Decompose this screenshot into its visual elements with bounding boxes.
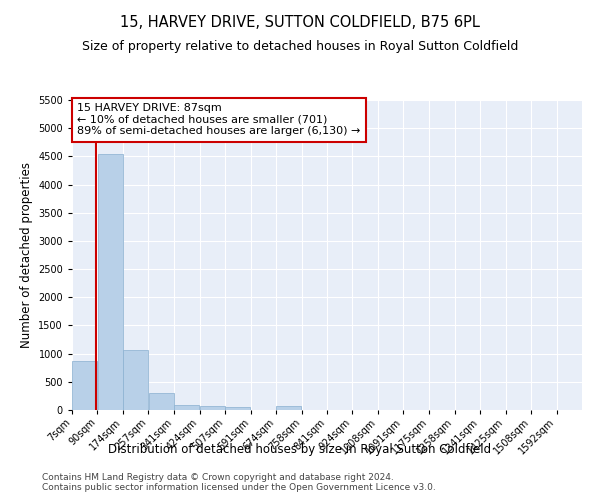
Bar [149,393,174,410]
Text: 15, HARVEY DRIVE, SUTTON COLDFIELD, B75 6PL: 15, HARVEY DRIVE, SUTTON COLDFIELD, B75 … [120,15,480,30]
Text: Contains HM Land Registry data © Crown copyright and database right 2024.: Contains HM Land Registry data © Crown c… [42,473,394,482]
Bar [225,407,250,410]
Text: Contains public sector information licensed under the Open Government Licence v3: Contains public sector information licen… [42,483,436,492]
Text: Size of property relative to detached houses in Royal Sutton Coldfield: Size of property relative to detached ho… [82,40,518,53]
Text: Distribution of detached houses by size in Royal Sutton Coldfield: Distribution of detached houses by size … [109,442,491,456]
Text: 15 HARVEY DRIVE: 87sqm
← 10% of detached houses are smaller (701)
89% of semi-de: 15 HARVEY DRIVE: 87sqm ← 10% of detached… [77,103,361,136]
Bar [72,361,97,410]
Bar [200,406,224,410]
Bar [175,406,199,410]
Bar [124,350,148,410]
Bar [276,406,301,410]
Y-axis label: Number of detached properties: Number of detached properties [20,162,32,348]
Bar [98,154,123,410]
